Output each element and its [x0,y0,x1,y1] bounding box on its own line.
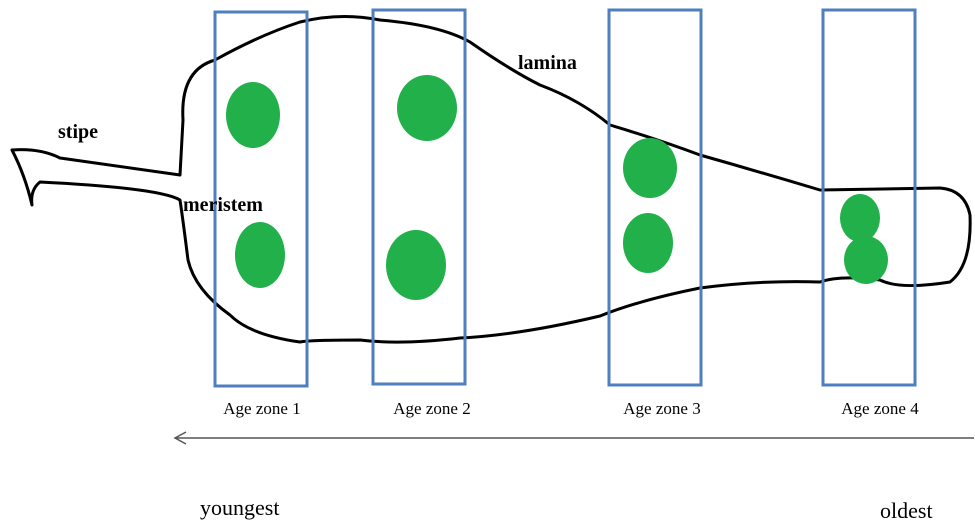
sorus [226,82,280,148]
youngest-label: youngest [200,495,279,520]
sorus [386,230,446,300]
arrow-head [173,431,187,445]
sorus [840,194,880,242]
zone-label: Age zone 4 [841,399,919,418]
oldest-label: oldest [880,498,933,522]
sorus [397,75,457,141]
zone-boxes [213,8,917,388]
lamina-label: lamina [518,52,577,74]
meristem-label: meristem [183,194,263,216]
sorus [623,138,677,198]
sorus [623,213,673,273]
zone-box [821,8,917,387]
zone-label: Age zone 2 [393,399,470,418]
zone-box [371,8,467,386]
zone-label: Age zone 1 [223,399,300,418]
kelp-outline [10,14,972,344]
zone-label: Age zone 3 [623,399,700,418]
zone-box [213,10,309,388]
sorus [844,236,888,284]
zone-box [607,8,703,387]
sori [226,75,888,300]
sorus [235,222,285,288]
stipe-label: stipe [58,121,98,143]
